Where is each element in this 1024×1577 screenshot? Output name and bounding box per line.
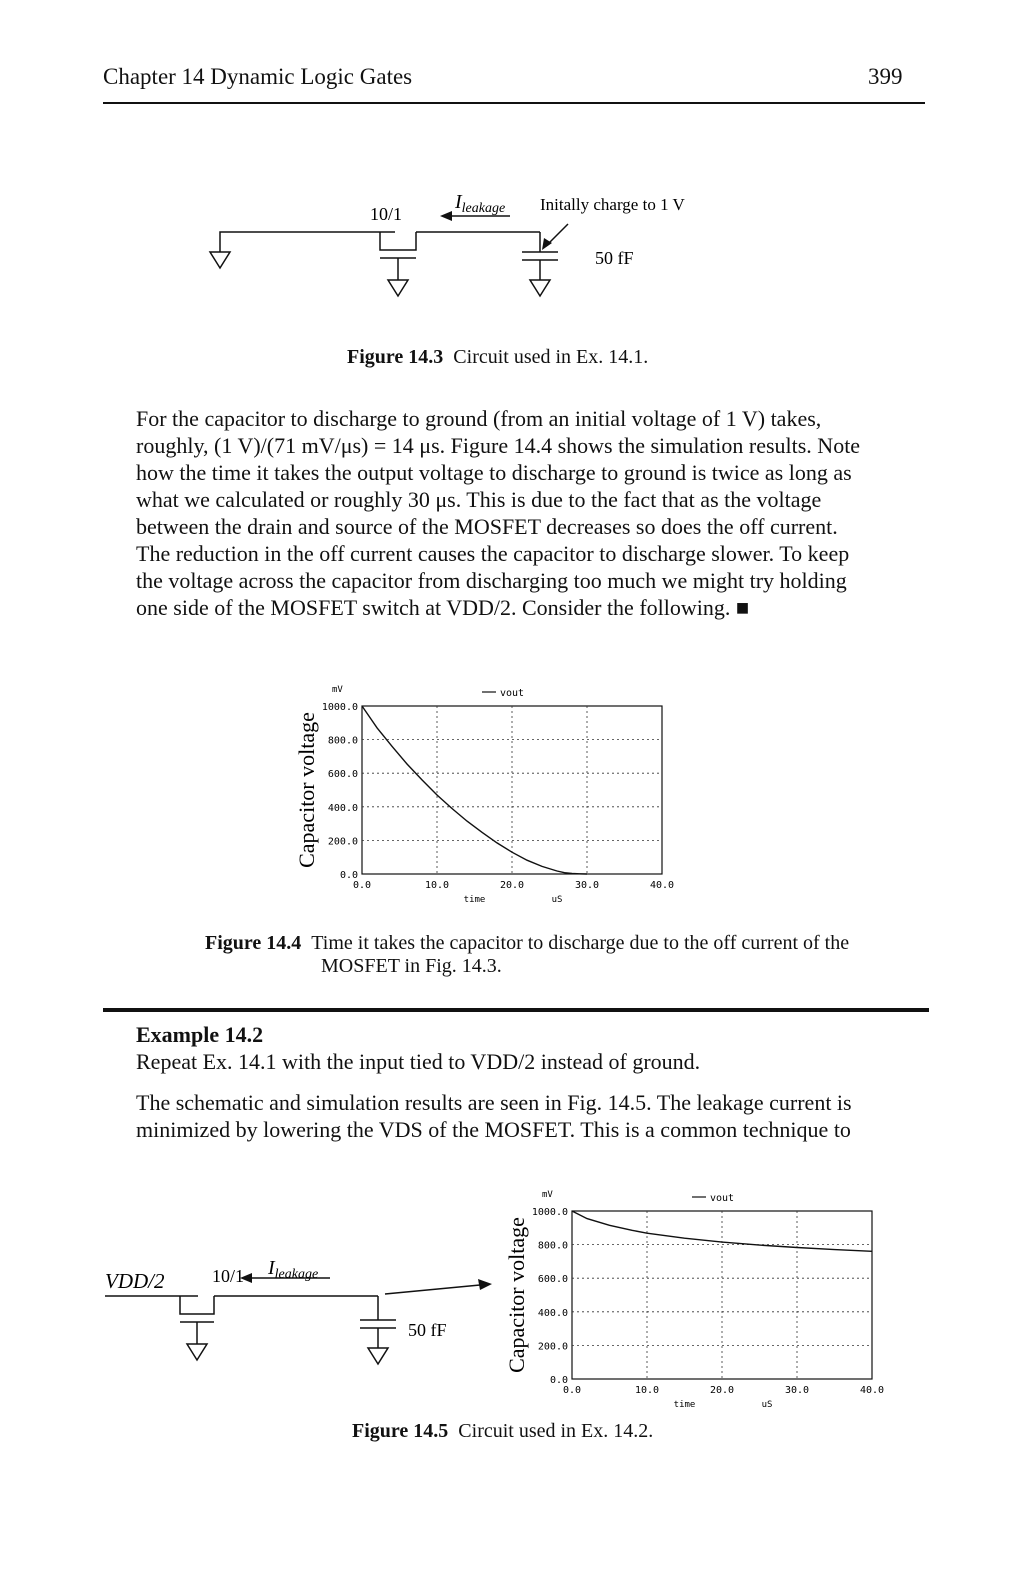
x-tick-label: 30.0 — [575, 880, 599, 891]
leakage-label: Ileakage — [267, 1257, 318, 1282]
x-tick-label: 0.0 — [353, 880, 371, 891]
figure-14-4-caption: Figure 14.4 Time it takes the capacitor … — [205, 932, 850, 977]
body-line: roughly, (1 V)/(71 mV/μs) = 14 μs. Figur… — [136, 433, 861, 458]
mosfet-ratio: 10/1 — [370, 204, 402, 224]
body-line: how the time it takes the output voltage… — [136, 460, 852, 485]
x-tick-label: 0.0 — [563, 1385, 581, 1396]
figure-14-5-schematic: VDD/2 10/1 Ileakage 50 fF — [105, 1257, 492, 1366]
figure-14-5-caption: Figure 14.5 Circuit used in Ex. 14.2. — [352, 1420, 654, 1442]
running-header: Chapter 14 Dynamic Logic Gates — [103, 64, 413, 89]
x-tick-label: 10.0 — [635, 1385, 659, 1396]
y-axis-label: Capacitor voltage — [504, 1217, 529, 1373]
y-tick-label: 200.0 — [328, 836, 358, 847]
y-unit-label: mV — [542, 1190, 553, 1200]
body-line: what we calculated or roughly 30 μs. Thi… — [136, 487, 822, 512]
example-answer: The schematic and simulation results are… — [136, 1089, 898, 1143]
x-unit-label: uS — [552, 895, 563, 905]
y-tick-label: 800.0 — [538, 1241, 568, 1252]
y-unit-label: mV — [332, 685, 343, 695]
example-rule — [103, 1008, 929, 1012]
vdd-label: VDD/2 — [105, 1269, 165, 1293]
y-tick-label: 400.0 — [328, 803, 358, 814]
body-paragraph: For the capacitor to discharge to ground… — [136, 405, 898, 621]
y-tick-label: 800.0 — [328, 736, 358, 747]
body-line: For the capacitor to discharge to ground… — [136, 406, 822, 431]
legend-entry: vout — [500, 688, 524, 699]
answer-line: The schematic and simulation results are… — [136, 1090, 852, 1115]
figure-14-4-chart: 0.0 200.0 400.0 600.0 800.0 1000.0 0.0 10.0 20.0… — [294, 685, 674, 905]
y-tick-label: 0.0 — [340, 870, 358, 881]
x-tick-label: 10.0 — [425, 880, 449, 891]
note-arrow-icon — [542, 238, 552, 250]
body-line: one side of the MOSFET switch at VDD/2. … — [136, 595, 750, 620]
example-title: Example 14.2 — [136, 1022, 264, 1047]
x-tick-label: 20.0 — [710, 1385, 734, 1396]
x-axis-label: time — [674, 1400, 696, 1410]
x-tick-label: 30.0 — [785, 1385, 809, 1396]
x-tick-label: 20.0 — [500, 880, 524, 891]
header-rule — [103, 102, 925, 104]
cap-value: 50 fF — [408, 1320, 447, 1340]
charge-note: Initally charge to 1 V — [540, 195, 686, 214]
mosfet-ratio: 10/1 — [212, 1266, 244, 1286]
figure-14-3-schematic: 10/1 Ileakage Initally charge to 1 V 50 … — [208, 191, 686, 298]
y-tick-label: 600.0 — [538, 1274, 568, 1285]
x-axis-label: time — [464, 895, 486, 905]
pointer-arrow-icon — [478, 1279, 492, 1290]
y-tick-label: 1000.0 — [322, 702, 358, 713]
y-tick-label: 600.0 — [328, 769, 358, 780]
series-line-vout — [361, 705, 588, 875]
y-axis-label: Capacitor voltage — [294, 712, 319, 868]
body-line: between the drain and source of the MOSF… — [136, 514, 838, 539]
answer-line: minimized by lowering the VDS of the MOS… — [136, 1117, 851, 1142]
page-number: 399 — [868, 64, 903, 89]
figure-14-3-caption: Figure 14.3 Circuit used in Ex. 14.1. — [347, 346, 649, 368]
x-tick-label: 40.0 — [860, 1385, 884, 1396]
series-line-vout — [571, 1210, 873, 1252]
legend-entry: vout — [710, 1193, 734, 1204]
y-tick-label: 400.0 — [538, 1308, 568, 1319]
leakage-arrow-icon — [240, 1273, 252, 1283]
cap-value: 50 fF — [595, 248, 634, 268]
y-tick-label: 1000.0 — [532, 1207, 568, 1218]
y-tick-label: 200.0 — [538, 1341, 568, 1352]
x-tick-label: 40.0 — [650, 880, 674, 891]
leakage-label: Ileakage — [454, 191, 505, 216]
figure-14-5-chart: 0.0 200.0 400.0 600.0 800.0 1000.0 0.0 10.0 20.0… — [504, 1190, 884, 1410]
body-line: the voltage across the capacitor from di… — [136, 568, 847, 593]
example-prompt: Repeat Ex. 14.1 with the input tied to V… — [136, 1049, 701, 1074]
leakage-arrow-icon — [440, 211, 452, 221]
x-unit-label: uS — [762, 1400, 773, 1410]
y-tick-label: 0.0 — [550, 1375, 568, 1386]
body-line: The reduction in the off current causes … — [136, 541, 850, 566]
